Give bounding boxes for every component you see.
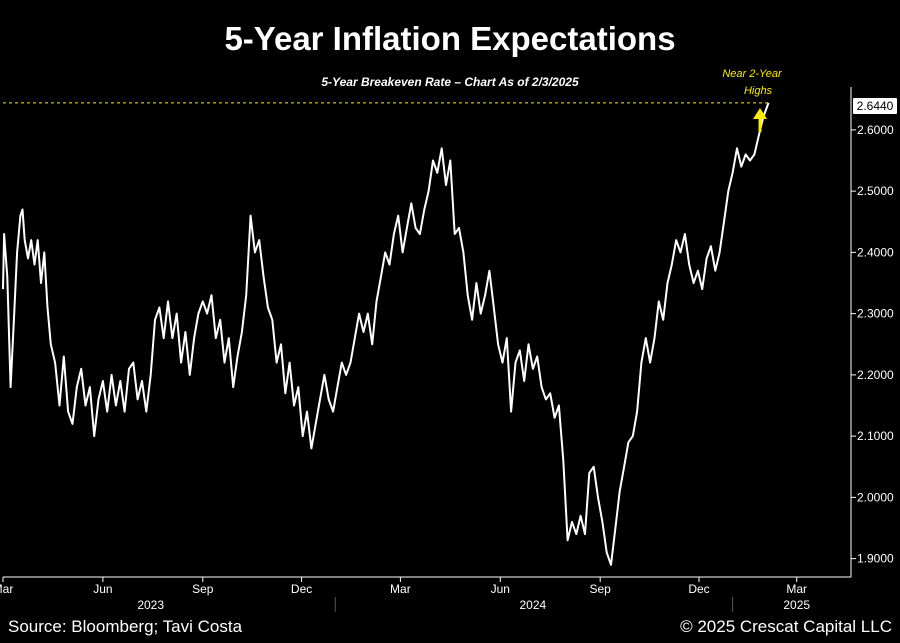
x-tick-label: Sep (590, 582, 612, 596)
y-tick-label: 2.1000 (857, 429, 894, 443)
y-tick-label: 2.4000 (857, 245, 894, 259)
y-tick-label: 2.0000 (857, 490, 894, 504)
x-year-label: 2023 (137, 598, 164, 612)
x-tick-label: Mar (786, 582, 807, 596)
last-value-label: 2.6440 (857, 99, 894, 113)
x-year-label: 2024 (520, 598, 547, 612)
y-tick-label: 2.2000 (857, 368, 894, 382)
x-tick-label: Jun (491, 582, 510, 596)
last-value-box: 2.6440 (853, 98, 897, 114)
y-tick-label: 2.6000 (857, 123, 894, 137)
x-tick-label: Dec (291, 582, 312, 596)
x-tick-label: Mar (0, 582, 13, 596)
copyright-note: © 2025 Crescat Capital LLC (680, 617, 892, 636)
chart-title: 5-Year Inflation Expectations (224, 20, 676, 57)
series-group (2, 102, 770, 566)
annotation-group: Near 2-Year Highs (722, 68, 783, 132)
x-tick-label: Jun (93, 582, 112, 596)
chart-subtitle: 5-Year Breakeven Rate – Chart As of 2/3/… (321, 75, 579, 89)
x-tick-label: Mar (390, 582, 411, 596)
x-tick-label: Sep (192, 582, 214, 596)
y-tick-label: 2.5000 (857, 184, 894, 198)
source-note: Source: Bloomberg; Tavi Costa (8, 617, 243, 636)
annotation-line-2: Highs (744, 85, 773, 97)
annotation-line-1: Near 2-Year (722, 68, 783, 80)
axes: 1.9000 2.0000 2.1000 2.2000 2.3000 2.4000 2.50… (0, 87, 894, 612)
x-year-label: 2025 (783, 598, 810, 612)
up-arrow-icon (753, 108, 767, 132)
y-tick-label: 1.9000 (857, 552, 894, 566)
x-tick-label: Dec (688, 582, 709, 596)
series-line-breakeven (2, 102, 770, 566)
y-tick-label: 2.3000 (857, 307, 894, 321)
